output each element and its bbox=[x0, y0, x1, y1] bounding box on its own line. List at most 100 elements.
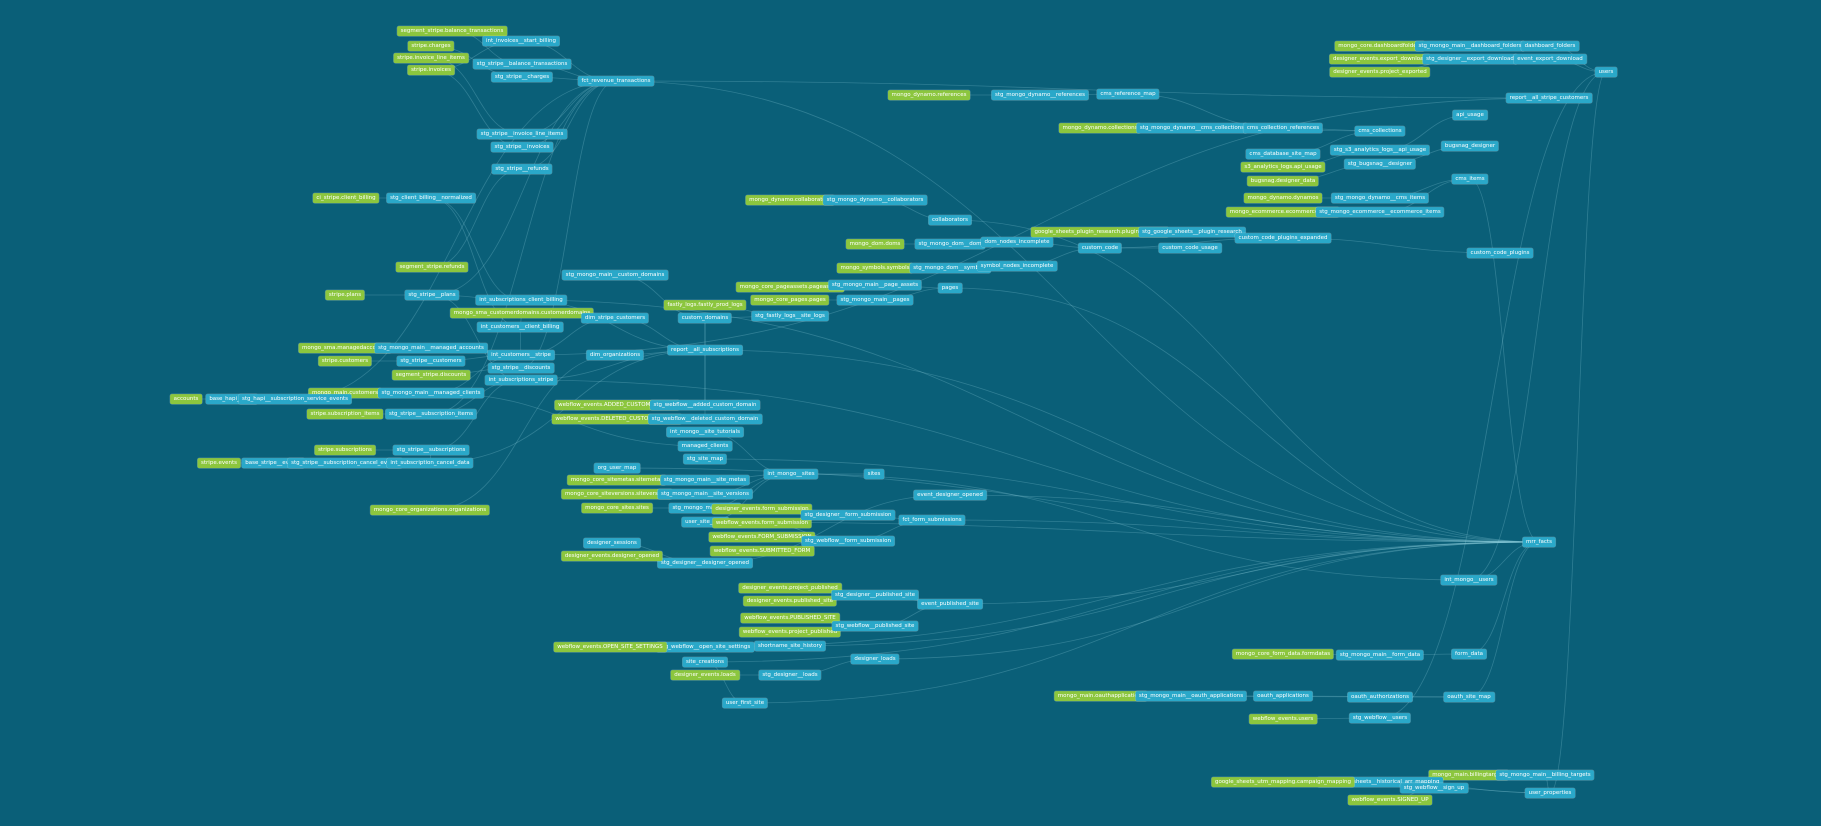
graph-node-model-int_subscription_cancel_data[interactable]: int_subscription_cancel_data bbox=[386, 458, 474, 468]
graph-node-source-mongo_dynamo.collaborators[interactable]: mongo_dynamo.collaborators bbox=[745, 195, 835, 205]
graph-node-model-int_invoices__start_billing[interactable]: int_invoices__start_billing bbox=[482, 36, 560, 46]
graph-node-model-custom_code_usage[interactable]: custom_code_usage bbox=[1158, 243, 1222, 253]
graph-node-model-stg_mongo_main__page_assets[interactable]: stg_mongo_main__page_assets bbox=[828, 280, 922, 290]
graph-node-model-int_customers__stripe[interactable]: int_customers__stripe bbox=[487, 350, 555, 360]
graph-node-model-stg_mongo_main__dashboard_folders[interactable]: stg_mongo_main__dashboard_folders bbox=[1415, 41, 1525, 51]
graph-node-source-designer_events.published_site[interactable]: designer_events.published_site bbox=[743, 596, 837, 606]
graph-node-model-stg_stripe__invoices[interactable]: stg_stripe__invoices bbox=[491, 142, 553, 152]
graph-node-model-stg_bugsnag__designer[interactable]: stg_bugsnag__designer bbox=[1344, 159, 1416, 169]
graph-node-source-designer_events.form_submission[interactable]: designer_events.form_submission bbox=[711, 504, 813, 514]
graph-node-model-dim_stripe_customers[interactable]: dim_stripe_customers bbox=[581, 313, 649, 323]
graph-node-source-stripe.invoice_line_items[interactable]: stripe.invoice_line_items bbox=[393, 53, 469, 63]
graph-node-model-stg_webflow__sign_up[interactable]: stg_webflow__sign_up bbox=[1400, 783, 1468, 793]
graph-node-model-base_hapi_users[interactable]: base_hapi_users bbox=[205, 394, 259, 404]
graph-node-source-designer_events.project_exported[interactable]: designer_events.project_exported bbox=[1329, 67, 1431, 77]
graph-node-model-report__all_subscriptions[interactable]: report__all_subscriptions bbox=[667, 345, 743, 355]
graph-node-source-mongo_main.customers[interactable]: mongo_main.customers bbox=[308, 388, 382, 398]
graph-node-model-stg_stripe__subscription_cancel_events[interactable]: stg_stripe__subscription_cancel_events bbox=[287, 458, 403, 468]
graph-node-model-custom_code_plugins_expanded[interactable]: custom_code_plugins_expanded bbox=[1235, 233, 1331, 243]
graph-node-model-collaborators[interactable]: collaborators bbox=[928, 215, 972, 225]
graph-node-source-bugsnag.designer_data[interactable]: bugsnag.designer_data bbox=[1247, 176, 1319, 186]
graph-node-model-sites[interactable]: sites bbox=[864, 469, 884, 479]
graph-node-source-stripe.subscriptions[interactable]: stripe.subscriptions bbox=[314, 445, 376, 455]
graph-node-source-mongo_ecommerce.ecommerce_items[interactable]: mongo_ecommerce.ecommerce_items bbox=[1226, 207, 1340, 217]
graph-node-source-mongo_symbols.symbols[interactable]: mongo_symbols.symbols bbox=[836, 263, 914, 273]
graph-node-model-stg_mongo_dynamo__cms_collections[interactable]: stg_mongo_dynamo__cms_collections bbox=[1136, 123, 1248, 133]
graph-node-source-designer_events.project_published[interactable]: designer_events.project_published bbox=[738, 583, 842, 593]
graph-node-source-stripe.events[interactable]: stripe.events bbox=[197, 458, 241, 468]
graph-node-model-event_export_download[interactable]: event_export_download bbox=[1513, 54, 1587, 64]
graph-node-model-int_customers__client_billing[interactable]: int_customers__client_billing bbox=[477, 322, 563, 332]
graph-node-model-base_stripe__events[interactable]: base_stripe__events bbox=[241, 458, 305, 468]
graph-node-source-designer_events.export_download[interactable]: designer_events.export_download bbox=[1329, 54, 1431, 64]
graph-node-model-stg_webflow__users[interactable]: stg_webflow__users bbox=[1349, 713, 1411, 723]
graph-node-model-stg_stripe__charges[interactable]: stg_stripe__charges bbox=[491, 72, 553, 82]
graph-node-model-designer_sessions[interactable]: designer_sessions bbox=[583, 538, 641, 548]
graph-node-model-cms_database_site_map[interactable]: cms_database_site_map bbox=[1245, 149, 1321, 159]
graph-node-source-webflow_events.PUBLISHED_SITE[interactable]: webflow_events.PUBLISHED_SITE bbox=[740, 613, 840, 623]
graph-node-model-stg_mongo_main__custom_domains[interactable]: stg_mongo_main__custom_domains bbox=[562, 270, 668, 280]
graph-node-source-mongo_sma_customerdomains.customerdomains[interactable]: mongo_sma_customerdomains.customerdomain… bbox=[450, 308, 594, 318]
graph-node-source-webflow_events.SIGNED_UP[interactable]: webflow_events.SIGNED_UP bbox=[1347, 795, 1433, 805]
graph-node-model-stg_designer__form_submission[interactable]: stg_designer__form_submission bbox=[800, 510, 896, 520]
graph-node-model-custom_domains[interactable]: custom_domains bbox=[678, 313, 732, 323]
graph-node-model-pages[interactable]: pages bbox=[938, 283, 962, 293]
graph-node-source-stripe.plans[interactable]: stripe.plans bbox=[325, 290, 365, 300]
graph-node-model-stg_webflow__open_site_settings[interactable]: stg_webflow__open_site_settings bbox=[656, 642, 754, 652]
graph-node-model-stg_designer__designer_opened[interactable]: stg_designer__designer_opened bbox=[657, 558, 753, 568]
graph-node-source-mongo_core_sitemetas.sitemetas[interactable]: mongo_core_sitemetas.sitemetas bbox=[567, 475, 667, 485]
graph-node-model-bugsnag_designer[interactable]: bugsnag_designer bbox=[1441, 141, 1499, 151]
graph-node-source-mongo_sma.managedaccounts[interactable]: mongo_sma.managedaccounts bbox=[298, 343, 392, 353]
graph-node-model-oauth_applications[interactable]: oauth_applications bbox=[1253, 691, 1313, 701]
graph-node-source-mongo_main.oauthapplications[interactable]: mongo_main.oauthapplications bbox=[1054, 691, 1148, 701]
graph-node-model-int_subscriptions_stripe[interactable]: int_subscriptions_stripe bbox=[485, 375, 557, 385]
graph-node-source-mongo_core.dashboardfolders[interactable]: mongo_core.dashboardfolders bbox=[1334, 41, 1426, 51]
graph-node-source-mongo_core_pageassets.pageassets[interactable]: mongo_core_pageassets.pageassets bbox=[736, 282, 844, 292]
graph-node-source-mongo_core_organizations.organizations[interactable]: mongo_core_organizations.organizations bbox=[370, 505, 490, 515]
graph-node-source-stripe.charges[interactable]: stripe.charges bbox=[407, 41, 455, 51]
graph-node-model-site_creations[interactable]: site_creations bbox=[682, 657, 728, 667]
graph-node-model-stg_mongo_main__site_metas[interactable]: stg_mongo_main__site_metas bbox=[660, 475, 750, 485]
graph-node-model-stg_stripe__plans[interactable]: stg_stripe__plans bbox=[404, 290, 460, 300]
graph-node-model-stg_stripe__subscriptions[interactable]: stg_stripe__subscriptions bbox=[393, 445, 469, 455]
graph-node-model-shortname_site_history[interactable]: shortname_site_history bbox=[754, 641, 826, 651]
graph-node-model-stg_stripe__invoice_line_items[interactable]: stg_stripe__invoice_line_items bbox=[477, 129, 567, 139]
graph-node-model-stg_designer__loads[interactable]: stg_designer__loads bbox=[758, 670, 822, 680]
graph-node-model-cms_reference_map[interactable]: cms_reference_map bbox=[1096, 89, 1160, 99]
graph-node-model-stg_stripe__refunds[interactable]: stg_stripe__refunds bbox=[491, 164, 553, 174]
graph-node-model-user_first_site[interactable]: user_first_site bbox=[722, 698, 768, 708]
graph-node-source-mongo_dynamo.references[interactable]: mongo_dynamo.references bbox=[888, 90, 970, 100]
graph-node-source-google_sheets_plugin_research.plugin_research[interactable]: google_sheets_plugin_research.plugin_res… bbox=[1030, 227, 1170, 237]
graph-node-model-fct_form_submissions[interactable]: fct_form_submissions bbox=[898, 515, 966, 525]
graph-node-source-google_sheets_utm_mapping.campaign_mapping[interactable]: google_sheets_utm_mapping.campaign_mappi… bbox=[1211, 777, 1355, 787]
graph-node-model-symbol_nodes_incomplete[interactable]: symbol_nodes_incomplete bbox=[977, 261, 1057, 271]
graph-node-source-mongo_main.billingtargets[interactable]: mongo_main.billingtargets bbox=[1428, 770, 1510, 780]
graph-node-model-stg_mongo_dynamo__references[interactable]: stg_mongo_dynamo__references bbox=[991, 90, 1089, 100]
graph-node-model-user_site_map[interactable]: user_site_map bbox=[681, 517, 729, 527]
graph-node-source-fastly_logs.fastly_prod_logs[interactable]: fastly_logs.fastly_prod_logs bbox=[663, 300, 747, 310]
graph-node-model-stg_mongo_main__oauth_applications[interactable]: stg_mongo_main__oauth_applications bbox=[1135, 691, 1247, 701]
graph-node-source-stripe.subscription_items[interactable]: stripe.subscription_items bbox=[306, 409, 384, 419]
graph-node-model-stg_stripe__discounts[interactable]: stg_stripe__discounts bbox=[488, 363, 554, 373]
graph-node-source-segment_stripe.refunds[interactable]: segment_stripe.refunds bbox=[395, 262, 469, 272]
graph-node-source-s3_analytics_logs.api_usage[interactable]: s3_analytics_logs.api_usage bbox=[1240, 162, 1326, 172]
graph-node-model-org_user_map[interactable]: org_user_map bbox=[594, 463, 640, 473]
graph-node-model-stg_stripe__subscription_items[interactable]: stg_stripe__subscription_items bbox=[385, 409, 477, 419]
graph-node-source-designer_events.loads[interactable]: designer_events.loads bbox=[670, 670, 740, 680]
graph-node-source-webflow_events.OPEN_SITE_SETTINGS[interactable]: webflow_events.OPEN_SITE_SETTINGS bbox=[553, 642, 667, 652]
graph-node-model-stg_mongo_main__pages[interactable]: stg_mongo_main__pages bbox=[837, 295, 913, 305]
graph-node-model-dashboard_folders[interactable]: dashboard_folders bbox=[1521, 41, 1579, 51]
graph-node-source-mongo_core_siteversions.siteversions[interactable]: mongo_core_siteversions.siteversions bbox=[561, 489, 673, 499]
graph-node-source-webflow_events.DELETED_CUSTOM_DOMAIN[interactable]: webflow_events.DELETED_CUSTOM_DOMAIN bbox=[551, 414, 683, 424]
graph-node-model-event_published_site[interactable]: event_published_site bbox=[917, 599, 983, 609]
graph-node-model-stg_mongo_main__managed_clients[interactable]: stg_mongo_main__managed_clients bbox=[378, 388, 484, 398]
graph-node-model-custom_code_plugins[interactable]: custom_code_plugins bbox=[1467, 248, 1533, 258]
graph-node-source-webflow_events.ADDED_CUSTOM_DOMAIN[interactable]: webflow_events.ADDED_CUSTOM_DOMAIN bbox=[554, 400, 680, 410]
graph-node-model-api_usage[interactable]: api_usage bbox=[1452, 110, 1488, 120]
graph-node-source-mongo_core_form_data.formdatas[interactable]: mongo_core_form_data.formdatas bbox=[1232, 649, 1334, 659]
graph-node-model-dim_organizations[interactable]: dim_organizations bbox=[586, 350, 644, 360]
graph-node-source-mongo_dynamo.dynamos[interactable]: mongo_dynamo.dynamos bbox=[1244, 193, 1322, 203]
graph-node-model-stg_mongo_ecommerce__ecommerce_items[interactable]: stg_mongo_ecommerce__ecommerce_items bbox=[1315, 207, 1445, 217]
graph-node-model-stg_mongo_dom__symbols[interactable]: stg_mongo_dom__symbols bbox=[909, 263, 991, 273]
graph-node-model-stg_mongo_dom__dom[interactable]: stg_mongo_dom__dom bbox=[914, 239, 986, 249]
